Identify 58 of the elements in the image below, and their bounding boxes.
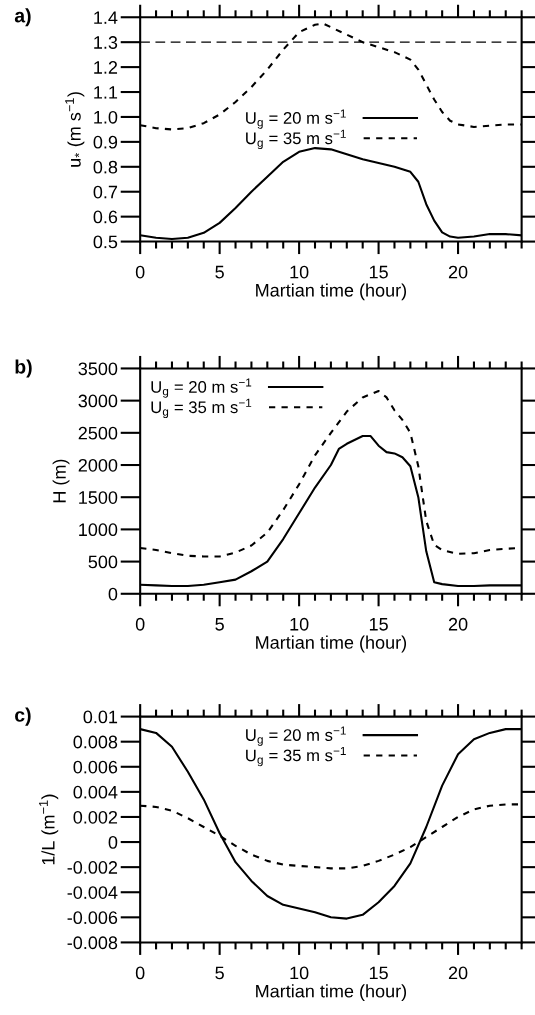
x-tick-label: 0 [135,966,145,980]
x-tick-label: 5 [215,618,224,631]
x-tick-label: 20 [448,966,468,980]
x-axis-title: Martian time (hour) [256,283,407,301]
y-tick-label: 1000 [79,523,118,537]
x-tick-label: 20 [448,617,468,631]
legend-label: U$_{g}$ = 35 m s$^{−1}$ [246,746,346,767]
x-tick-label: 5 [215,966,224,980]
y-tick-label: 1.0 [94,110,118,124]
legend-label: U$_{g}$ = 20 m s$^{−1}$ [246,109,346,129]
legend-label: U$_{g}$ = 20 m s$^{−1}$ [246,726,346,746]
x-tick-label: 10 [290,265,309,279]
y-tick-label: 0.9 [93,135,118,149]
y-tick-label: 0.7 [93,185,118,199]
legend-label: U$_{g}$ = 35 m s$^{−1}$ [246,129,346,150]
y-tick-label: 0 [108,587,118,601]
y-tick-label: 0.01 [83,710,118,724]
y-axis-title: H (m) [52,459,70,503]
legend-label: U$_{g}$ = 35 m s$^{−1}$ [151,398,252,419]
legend-label: U$_{g}$ = 20 m s$^{−1}$ [151,378,252,398]
y-tick-label: 3500 [78,362,118,376]
chart-title: c) [15,707,31,726]
chart-title: a) [14,8,31,27]
y-tick-label: -0.006 [67,911,118,925]
y-tick-label: 1.1 [94,86,118,99]
y-tick-label: 0 [108,835,118,849]
y-tick-label: 1500 [79,491,118,504]
y-tick-label: 0.5 [93,235,118,249]
y-tick-label: 0.6 [93,210,118,224]
x-tick-label: 15 [369,966,388,980]
y-tick-label: 0.006 [73,760,118,774]
y-tick-label: 1.3 [94,36,118,49]
y-tick-label: 2500 [78,426,118,440]
x-tick-label: 15 [369,618,388,631]
y-tick-label: 2000 [78,458,118,472]
x-tick-label: 0 [135,265,145,279]
x-axis-title: Martian time (hour) [256,635,407,653]
y-axis-title: u$_{*}$ (m s$^{−1}$) [65,92,85,167]
x-axis-title: Martian time (hour) [256,984,407,1002]
y-tick-label: 1.2 [94,61,118,74]
x-tick-label: 20 [448,265,468,279]
x-tick-label: 10 [290,966,309,980]
y-tick-label: 0.004 [73,785,118,799]
y-tick-label: -0.008 [67,936,118,950]
y-tick-label: -0.004 [67,886,118,899]
x-tick-label: 15 [369,265,388,279]
x-tick-label: 0 [135,617,145,631]
y-tick-label: 3000 [78,394,118,408]
y-axis-title: 1/L (m$^{−1}$) [39,794,59,865]
y-tick-label: -0.002 [67,861,118,874]
x-tick-label: 5 [215,265,224,279]
y-tick-label: 0.008 [73,735,118,749]
y-tick-label: 500 [88,555,118,569]
y-tick-label: 1.4 [94,11,118,24]
y-tick-label: 0.002 [73,810,118,824]
x-tick-label: 10 [290,617,309,631]
chart-title: b) [15,359,32,378]
y-tick-label: 0.8 [93,160,118,174]
